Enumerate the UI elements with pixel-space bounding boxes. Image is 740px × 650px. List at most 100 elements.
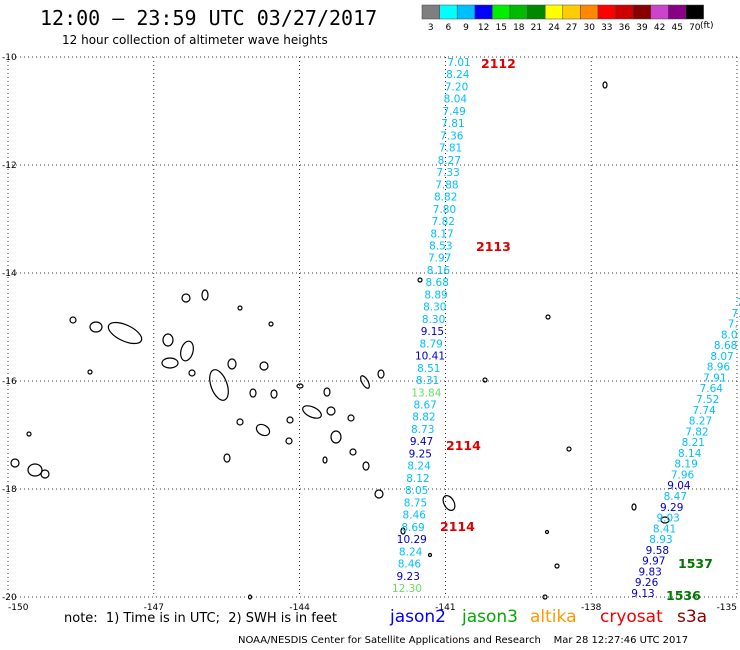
lon-label: -138: [581, 603, 602, 613]
swh-value: 8.53: [429, 240, 452, 252]
island: [40, 469, 50, 479]
pass-time-label: 1536: [666, 588, 701, 603]
swh-value: 7.88: [435, 179, 458, 191]
swh-value: 8.27: [689, 416, 712, 428]
swh-value: 8.30: [423, 302, 446, 314]
swh-value: 7: [737, 297, 740, 309]
island: [417, 277, 423, 283]
pass-time-label: 2114: [440, 519, 475, 534]
swh-value: 7.: [728, 319, 738, 331]
island: [26, 431, 32, 437]
legend-label: 21: [531, 23, 542, 33]
island: [347, 414, 355, 422]
legend-label: 3: [428, 23, 434, 33]
island: [362, 461, 370, 471]
map-subtitle: 12 hour collection of altimeter wave hei…: [62, 33, 328, 47]
lon-label: -135: [717, 603, 737, 613]
swh-value: 7.82: [432, 216, 455, 228]
swh-value: 8.82: [434, 192, 457, 204]
legend-swatch: [474, 4, 493, 20]
island: [566, 446, 572, 452]
island: [285, 437, 293, 445]
island: [107, 321, 143, 345]
swh-value: 7.: [731, 308, 740, 320]
swh-value: 9.29: [660, 502, 683, 514]
swh-value: 8.05: [405, 485, 428, 497]
swh-value: 10.29: [397, 534, 427, 546]
legend-swatch: [597, 4, 616, 20]
swh-value: 8.41: [653, 523, 676, 535]
swh-value: 7.52: [696, 394, 719, 406]
swh-value: 8.46: [398, 559, 422, 571]
island: [631, 503, 637, 511]
lat-label: -14: [2, 269, 17, 279]
swh-value: 8.69: [401, 522, 424, 534]
swh-value: 9.83: [638, 566, 661, 578]
footer-note: note: 1) Time is in UTC; 2) SWH is in fe…: [64, 611, 337, 626]
legend-label: 42: [654, 23, 665, 33]
island: [660, 516, 670, 524]
island: [554, 563, 560, 569]
swh-value: 10.41: [415, 351, 445, 363]
legend-label: 45: [671, 23, 682, 33]
swh-value: 7.81: [439, 143, 462, 155]
island: [201, 289, 209, 301]
island: [349, 448, 357, 456]
satellite-legend-entry: jason2: [390, 607, 446, 627]
legend-swatch: [650, 4, 669, 20]
altimeter-track-main: 7.018.247.208.047.497.817.367.818.277.33…: [392, 57, 471, 595]
swh-value: 8.17: [430, 228, 453, 240]
island-outlines: [10, 81, 670, 600]
island: [360, 375, 370, 389]
island: [268, 321, 274, 327]
footer-credit: NOAA/NESDIS Center for Satellite Applica…: [238, 635, 689, 646]
island: [377, 369, 385, 379]
legend-label: 27: [566, 23, 577, 33]
legend-swatch: [456, 4, 476, 20]
legend-swatch: [685, 4, 704, 20]
satellite-legend-entry: jason3: [462, 607, 518, 627]
lat-lon-grid: -10 -12 -14 -16 -18 -20-150 -147 -144 -141 -138 -1…: [2, 53, 738, 613]
swh-value: 8.12: [406, 473, 429, 485]
legend-swatch: [562, 4, 581, 20]
swh-value: 7.91: [703, 372, 726, 384]
legend-swatch: [509, 4, 528, 20]
island: [330, 430, 342, 444]
swh-value: 7.96: [671, 469, 695, 481]
satellite-legend-entry: s3a: [677, 607, 708, 627]
swh-value: 9.13: [631, 588, 654, 600]
swh-value: 8.68: [426, 277, 449, 289]
swh-value: 8.68: [714, 340, 737, 352]
satellite-legend-entry: altika: [530, 607, 577, 627]
legend-swatch: [439, 4, 458, 20]
swh-value: 7.01: [447, 57, 470, 69]
color-legend: 3 6 9 12 15 18 21 24 27 30 33 36 39 42 45 70: [421, 4, 704, 33]
pass-time-label: 2113: [476, 239, 511, 254]
swh-value: 7.33: [436, 167, 459, 179]
lat-label: -16: [2, 377, 17, 387]
swh-value: 8.14: [678, 448, 702, 460]
island: [374, 489, 384, 499]
island: [181, 293, 191, 303]
legend-swatch: [421, 4, 440, 20]
swh-value: 8.89: [424, 289, 447, 301]
swh-value: 7.74: [692, 405, 716, 417]
swh-value: 9.26: [635, 577, 659, 589]
map-title: 12:00 – 23:59 UTC 03/27/2017: [40, 6, 378, 30]
island: [286, 416, 294, 424]
island: [180, 340, 194, 362]
swh-value: 8.19: [674, 459, 697, 471]
island: [89, 321, 103, 333]
island: [69, 316, 77, 324]
island: [544, 529, 550, 535]
island: [322, 456, 328, 464]
swh-value: 8.79: [419, 338, 442, 350]
swh-value: 7.97: [428, 253, 451, 265]
swh-value: 7.80: [433, 204, 456, 216]
swh-value: 9.15: [421, 326, 444, 338]
swh-value: 8.0: [721, 329, 738, 341]
island: [482, 377, 488, 383]
swh-value: 8.16: [427, 265, 451, 277]
lat-label: -20: [2, 593, 17, 603]
island: [249, 388, 257, 398]
